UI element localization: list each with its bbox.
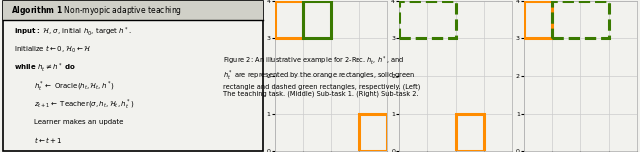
- Text: $\mathbf{Algorithm\ 1}$ Non-myopic adaptive teaching: $\mathbf{Algorithm\ 1}$ Non-myopic adapt…: [11, 4, 182, 17]
- Text: $h_t^* \leftarrow$ Oracle$(h_t, \mathcal{H}_t, h^*)$: $h_t^* \leftarrow$ Oracle$(h_t, \mathcal…: [35, 79, 115, 93]
- Text: $\mathbf{input:}$ $\mathcal{H}$, $\sigma$, initial $h_0$, target $h^*$.: $\mathbf{input:}$ $\mathcal{H}$, $\sigma…: [13, 25, 131, 38]
- Text: $z_{t+1} \leftarrow$ Teacher$(\sigma, h_t, \mathcal{H}_t, h_t^*)$: $z_{t+1} \leftarrow$ Teacher$(\sigma, h_…: [35, 97, 134, 111]
- Bar: [456, 114, 484, 151]
- Text: $t \leftarrow t + 1$: $t \leftarrow t + 1$: [35, 135, 63, 145]
- Bar: [275, 1, 303, 38]
- Bar: [399, 1, 456, 38]
- Bar: [303, 1, 331, 38]
- Text: Learner makes an update: Learner makes an update: [35, 119, 124, 125]
- Bar: [552, 1, 609, 38]
- Bar: [3, 1, 262, 20]
- Text: $\mathbf{while}$ $h_t \neq h^*$ $\mathbf{do}$: $\mathbf{while}$ $h_t \neq h^*$ $\mathbf…: [13, 61, 75, 74]
- Text: Initialize $t \leftarrow 0$, $\mathcal{H}_0 \leftarrow \mathcal{H}$: Initialize $t \leftarrow 0$, $\mathcal{H…: [13, 44, 91, 55]
- Bar: [359, 114, 387, 151]
- Text: Figure 2: An illustrative example for 2-Rᴇᴄ. $h_t$, $h^*$, and
$h_t^*$ are repre: Figure 2: An illustrative example for 2-…: [223, 55, 420, 97]
- Bar: [524, 1, 552, 38]
